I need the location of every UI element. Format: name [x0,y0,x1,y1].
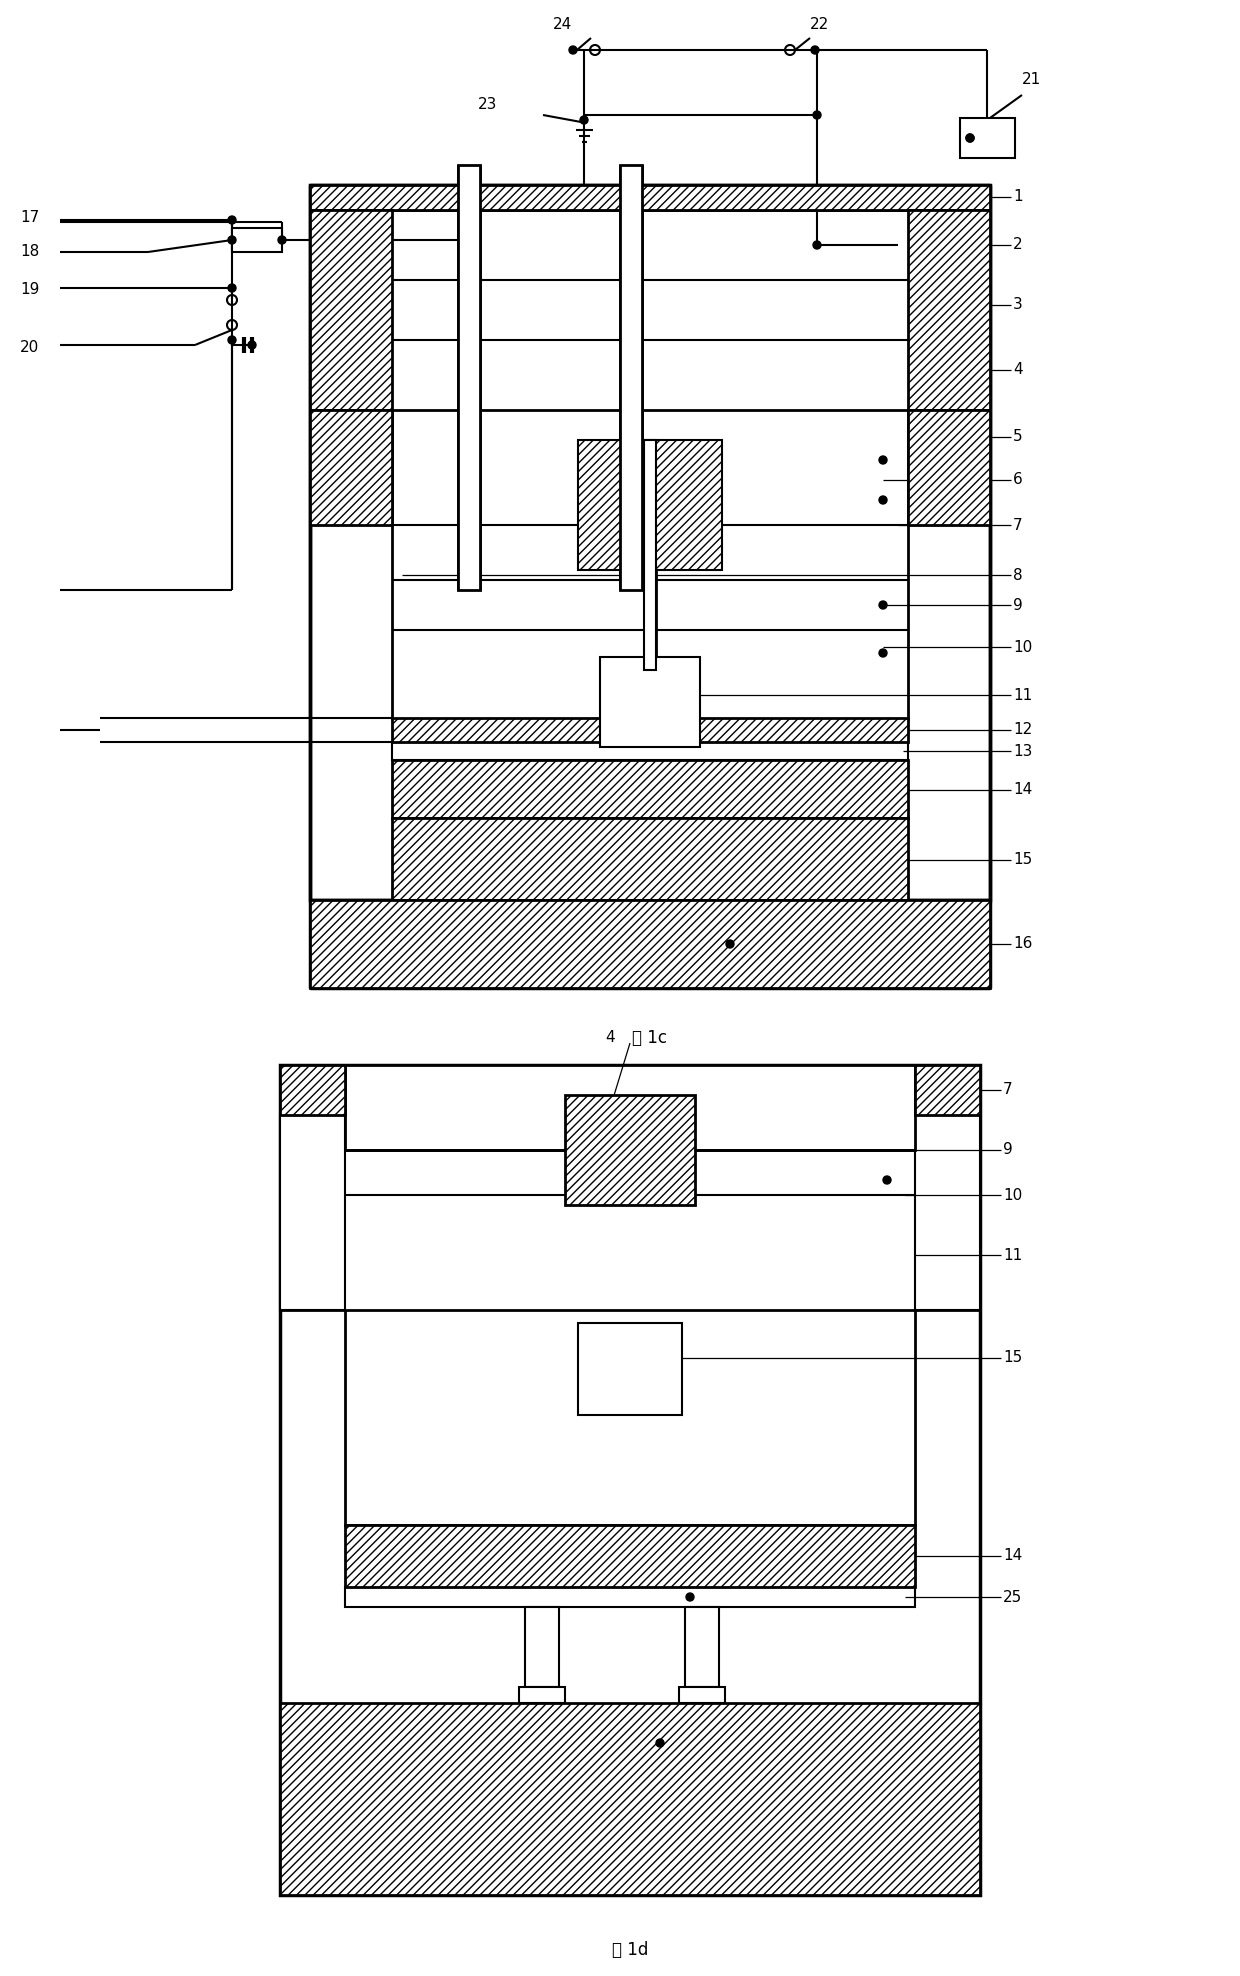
Bar [310,186,990,209]
Circle shape [879,601,887,609]
Bar [578,1324,682,1415]
Bar [392,818,908,899]
Bar [310,186,990,899]
Text: 图 1d: 图 1d [611,1940,649,1958]
Bar [915,1065,980,1114]
Circle shape [879,496,887,504]
Bar [345,1587,915,1606]
Text: 22: 22 [810,18,830,32]
Bar [915,1114,980,1310]
Circle shape [228,285,236,292]
Text: 17: 17 [20,211,40,225]
Text: 16: 16 [1013,937,1033,952]
Bar [345,1525,915,1587]
Bar [680,1688,725,1703]
Bar [520,1688,565,1703]
Bar [908,209,990,409]
Text: 23: 23 [477,97,497,113]
Text: 5: 5 [1013,429,1023,445]
Circle shape [813,111,821,119]
Circle shape [228,336,236,344]
Bar [620,166,642,591]
Bar [908,409,990,526]
Circle shape [228,235,236,243]
Bar [310,899,990,988]
Bar [280,1114,345,1310]
Text: 8: 8 [1013,567,1023,583]
Circle shape [966,134,973,142]
Text: 13: 13 [1013,743,1033,759]
Text: 图 1c: 图 1c [632,1029,667,1047]
Bar [280,1065,980,1895]
Text: 18: 18 [20,245,40,259]
Text: 19: 19 [20,283,40,298]
Bar [578,441,722,569]
Bar [392,743,908,761]
Circle shape [966,134,973,142]
Text: 9: 9 [1013,597,1023,613]
Circle shape [883,1176,892,1184]
Text: 2: 2 [1013,237,1023,253]
Bar [600,656,701,747]
Bar [565,1095,694,1205]
Circle shape [569,45,577,53]
Text: 11: 11 [1003,1247,1022,1263]
Bar [525,1606,559,1688]
Text: 4: 4 [605,1029,615,1045]
Text: 7: 7 [1013,518,1023,532]
Bar [392,761,908,818]
Text: 14: 14 [1003,1549,1022,1563]
Text: 24: 24 [553,18,572,32]
Bar [458,166,480,591]
Text: 25: 25 [1003,1589,1022,1605]
Circle shape [686,1593,694,1601]
Bar [310,409,392,526]
Text: 10: 10 [1003,1188,1022,1203]
Text: 21: 21 [1022,73,1042,87]
Text: 9: 9 [1003,1142,1013,1158]
Text: 11: 11 [1013,688,1032,703]
Circle shape [725,941,734,948]
Circle shape [228,215,236,223]
Circle shape [811,45,818,53]
Circle shape [248,342,255,350]
Bar [310,209,392,409]
Bar [280,1703,980,1895]
Text: 14: 14 [1013,782,1032,798]
Text: 20: 20 [20,340,40,356]
Circle shape [813,241,821,249]
Circle shape [656,1739,663,1747]
Text: 3: 3 [1013,298,1023,312]
Text: 15: 15 [1013,852,1032,867]
Bar [232,227,281,253]
Circle shape [879,456,887,464]
Bar [644,441,656,670]
Bar [345,1065,915,1150]
Bar [280,1065,345,1114]
Text: 10: 10 [1013,640,1032,654]
Bar [392,717,908,743]
Text: 12: 12 [1013,723,1032,737]
Text: 1: 1 [1013,190,1023,204]
Bar [684,1606,719,1688]
Text: 6: 6 [1013,472,1023,488]
Text: 15: 15 [1003,1350,1022,1365]
Circle shape [278,235,286,243]
Bar [960,119,1016,158]
Text: 4: 4 [1013,362,1023,377]
Circle shape [580,117,588,124]
Circle shape [879,648,887,656]
Text: 7: 7 [1003,1083,1013,1097]
Bar [345,1310,915,1525]
